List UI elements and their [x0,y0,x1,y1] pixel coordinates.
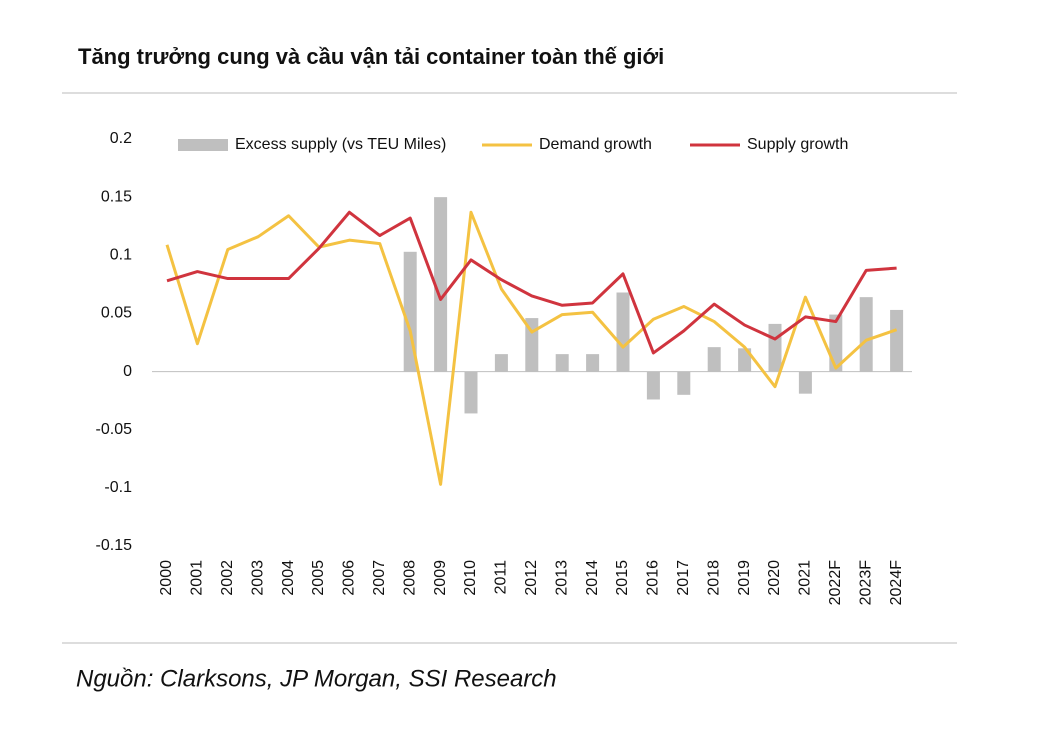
y-tick-label: -0.15 [96,537,133,554]
x-tick-label: 2013 [553,560,570,596]
bar [646,371,660,400]
y-tick-label: 0.1 [110,247,132,264]
chart-title: Tăng trưởng cung và cầu vận tải containe… [78,44,664,69]
y-tick-label: -0.1 [104,479,132,496]
bar [890,309,904,372]
x-tick-label: 2001 [189,560,206,596]
bar [616,292,630,372]
x-tick-label: 2000 [158,560,175,596]
x-tick-label: 2014 [584,560,601,596]
x-tick-label: 2010 [462,560,479,596]
x-tick-label: 2011 [493,560,510,595]
x-tick-label: 2008 [401,560,418,596]
x-tick-label: 2019 [736,560,753,596]
bar [859,297,873,372]
x-tick-label: 2007 [371,560,388,596]
bar [707,347,721,372]
bar [677,371,691,395]
x-tick-label: 2023F [857,560,874,606]
x-tick-label: 2006 [341,560,358,596]
y-tick-label: -0.05 [96,421,133,438]
legend-label: Excess supply (vs TEU Miles) [235,136,446,153]
x-tick-label: 2009 [432,560,449,596]
legend-swatch [178,139,228,151]
bar [738,348,752,372]
source: Nguồn: Clarksons, JP Morgan, SSI Researc… [76,665,557,692]
x-tick-label: 2017 [675,560,692,596]
legend-label: Supply growth [747,136,848,153]
x-tick-label: 2024F [888,560,905,606]
x-tick-label: 2022F [827,560,844,606]
bar [494,354,508,372]
x-tick-label: 2002 [219,560,236,596]
bar [586,354,600,372]
x-tick-label: 2005 [310,560,327,596]
x-tick-label: 2020 [766,560,783,596]
x-tick-label: 2003 [249,560,266,596]
y-tick-label: 0.2 [110,130,132,147]
line [166,210,897,355]
legend-label: Demand growth [539,136,652,153]
bar [555,354,569,372]
x-tick-label: 2021 [797,560,814,596]
bar [798,371,812,394]
x-tick-label: 2018 [705,560,722,596]
bar [464,371,478,414]
bar [434,197,448,372]
y-tick-label: 0.05 [101,305,132,322]
x-tick-label: 2016 [645,560,662,596]
line [165,210,898,486]
y-tick-label: 0 [123,363,132,380]
bar [768,323,782,372]
x-tick-label: 2004 [280,560,297,596]
y-tick-label: 0.15 [101,188,132,205]
x-tick-label: 2015 [614,560,631,596]
x-tick-label: 2012 [523,560,540,596]
